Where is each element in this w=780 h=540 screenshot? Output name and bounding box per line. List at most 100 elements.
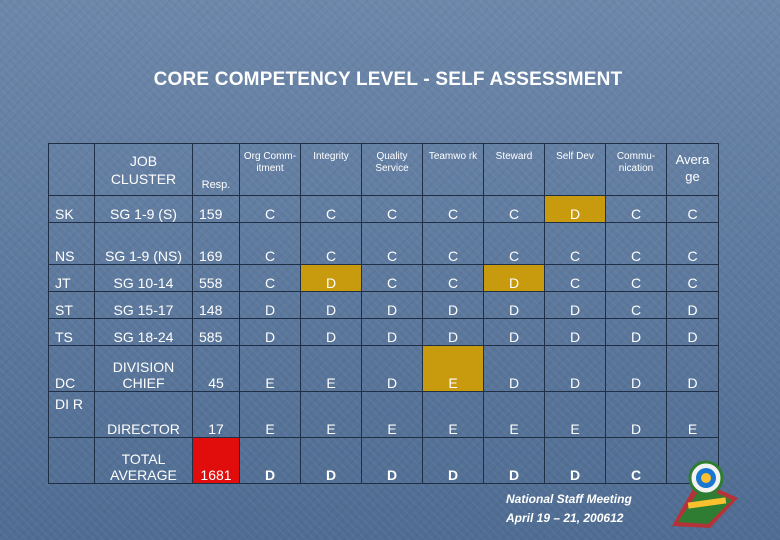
cell-quality: E — [361, 391, 423, 438]
cell-teamwork: E — [422, 391, 484, 438]
cell-selfdev: C — [544, 264, 606, 292]
cell-selfdev: C — [544, 222, 606, 265]
header-steward: Steward — [483, 143, 545, 196]
cell-integrity: D — [300, 318, 362, 346]
cell-comm: D — [605, 318, 667, 346]
row-cluster: SG 1-9 (NS) — [94, 222, 193, 265]
row-code: JT — [48, 264, 95, 292]
cell-comm: D — [605, 345, 667, 392]
cell-average: D — [666, 291, 719, 319]
cell-average: C — [666, 264, 719, 292]
cell-teamwork-highlight: E — [422, 345, 484, 392]
cell-teamwork: C — [422, 264, 484, 292]
cell-integrity: E — [300, 345, 362, 392]
cell-comm: C — [605, 195, 667, 223]
cell-steward: D — [483, 437, 545, 484]
cell-average: E — [666, 391, 719, 438]
row-code: TS — [48, 318, 95, 346]
competency-table: JOB CLUSTER Resp. Org Comm- itment Integ… — [48, 143, 719, 484]
cell-integrity: C — [300, 222, 362, 265]
header-integrity: Integrity — [300, 143, 362, 196]
cell-selfdev: D — [544, 345, 606, 392]
row-cluster: SG 18-24 — [94, 318, 193, 346]
cell-quality: D — [361, 437, 423, 484]
cell-teamwork: D — [422, 291, 484, 319]
row-cluster: SG 1-9 (S) — [94, 195, 193, 223]
organization-seal-icon — [672, 460, 738, 528]
cell-comm: C — [605, 264, 667, 292]
row-resp: 45 — [192, 345, 240, 392]
table-row: NS SG 1-9 (NS) 169 C C C C C C C C — [48, 222, 719, 265]
row-code: DI R — [48, 391, 95, 438]
header-org-commitment: Org Comm- itment — [239, 143, 301, 196]
table-row: TS SG 18-24 585 D D D D D D D D — [48, 318, 719, 346]
row-resp: 148 — [192, 291, 240, 319]
cell-integrity-highlight: D — [300, 264, 362, 292]
row-resp: 159 — [192, 195, 240, 223]
cell-quality: D — [361, 318, 423, 346]
cell-average: D — [666, 318, 719, 346]
row-code: DC — [48, 345, 95, 392]
header-communication: Commu- nication — [605, 143, 667, 196]
row-resp: 169 — [192, 222, 240, 265]
cell-org: C — [239, 264, 301, 292]
footer-date: April 19 – 21, 2006 — [506, 511, 611, 525]
row-cluster-total: TOTAL AVERAGE — [94, 437, 193, 484]
cell-selfdev: D — [544, 291, 606, 319]
cell-integrity: D — [300, 291, 362, 319]
cell-quality: C — [361, 222, 423, 265]
cell-org: C — [239, 222, 301, 265]
cell-selfdev: D — [544, 437, 606, 484]
cell-org: E — [239, 391, 301, 438]
cell-quality: D — [361, 345, 423, 392]
row-resp-total: 1681 — [192, 437, 240, 484]
cell-org: D — [239, 318, 301, 346]
header-blank — [48, 143, 95, 196]
row-resp: 585 — [192, 318, 240, 346]
cell-selfdev: E — [544, 391, 606, 438]
row-resp: 17 — [192, 391, 240, 438]
slide-title: CORE COMPETENCY LEVEL - SELF ASSESSMENT — [153, 69, 623, 90]
footer-date-row: April 19 – 21, 200612 — [506, 509, 632, 528]
cell-comm: C — [605, 437, 667, 484]
cell-comm: D — [605, 391, 667, 438]
cell-selfdev-highlight: D — [544, 195, 606, 223]
header-self-dev: Self Dev — [544, 143, 606, 196]
cell-org: D — [239, 437, 301, 484]
table-row: SK SG 1-9 (S) 159 C C C C C D C C — [48, 195, 719, 223]
cell-integrity: E — [300, 391, 362, 438]
cell-steward: C — [483, 222, 545, 265]
row-resp: 558 — [192, 264, 240, 292]
table-row: DI R DIRECTOR 17 E E E E E E D E — [48, 391, 719, 438]
cell-comm: C — [605, 222, 667, 265]
cell-teamwork: C — [422, 195, 484, 223]
row-cluster: DIVISION CHIEF — [94, 345, 193, 392]
table-row-total: TOTAL AVERAGE 1681 D D D D D D C — [48, 437, 719, 484]
cell-steward-highlight: D — [483, 264, 545, 292]
cell-quality: D — [361, 291, 423, 319]
cell-quality: C — [361, 264, 423, 292]
footer: National Staff Meeting April 19 – 21, 20… — [506, 490, 632, 528]
cell-teamwork: D — [422, 318, 484, 346]
header-resp: Resp. — [192, 143, 240, 196]
cell-average: D — [666, 345, 719, 392]
cell-steward: D — [483, 318, 545, 346]
row-cluster: SG 10-14 — [94, 264, 193, 292]
cell-average: C — [666, 222, 719, 265]
cell-steward: D — [483, 345, 545, 392]
row-code: NS — [48, 222, 95, 265]
header-teamwork: Teamwo rk — [422, 143, 484, 196]
table-row: DC DIVISION CHIEF 45 E E D E D D D D — [48, 345, 719, 392]
cell-org: E — [239, 345, 301, 392]
cell-integrity: D — [300, 437, 362, 484]
cell-steward: D — [483, 291, 545, 319]
table-row: ST SG 15-17 148 D D D D D D C D — [48, 291, 719, 319]
row-code: ST — [48, 291, 95, 319]
row-code — [48, 437, 95, 484]
cell-steward: C — [483, 195, 545, 223]
cell-average: C — [666, 195, 719, 223]
header-average: Avera ge — [666, 143, 719, 196]
row-cluster: DIRECTOR — [94, 391, 193, 438]
cell-integrity: C — [300, 195, 362, 223]
cell-selfdev: D — [544, 318, 606, 346]
